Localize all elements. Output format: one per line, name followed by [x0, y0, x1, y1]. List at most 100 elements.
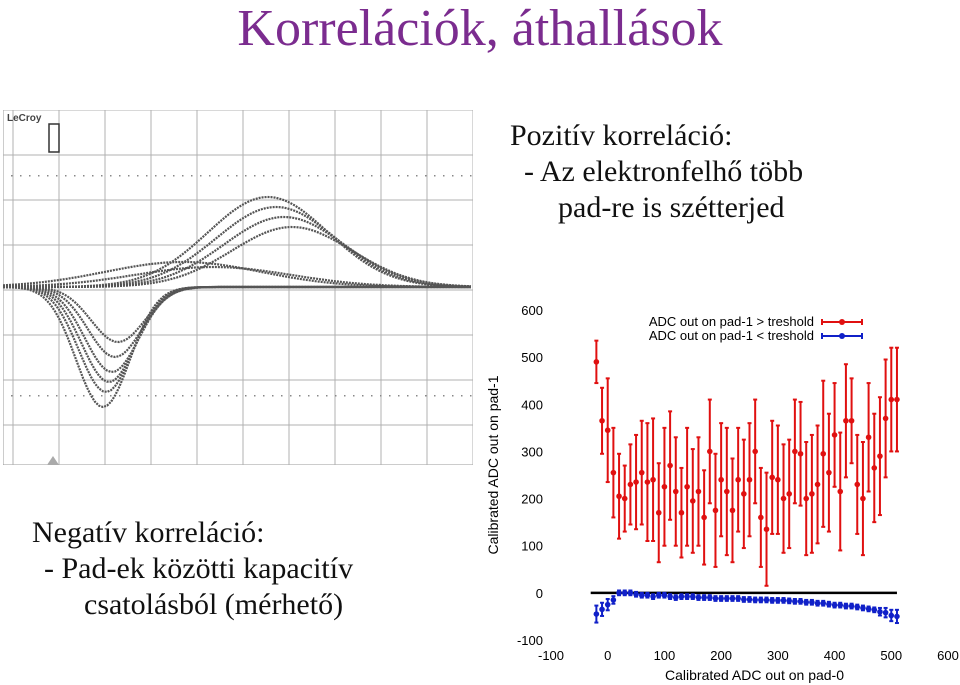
x-tick-label: 200 — [710, 648, 732, 663]
legend-marker — [839, 319, 845, 325]
y-tick-label: 0 — [536, 586, 543, 601]
data-point — [638, 469, 645, 476]
data-point — [843, 417, 849, 424]
positive-heading: Pozitív korreláció: — [510, 119, 733, 152]
y-tick-label: 400 — [521, 397, 543, 412]
series-below-threshold — [593, 589, 900, 625]
data-point — [820, 600, 827, 607]
data-point — [741, 491, 747, 497]
data-point — [695, 594, 702, 601]
data-point — [837, 602, 844, 608]
data-point — [724, 488, 730, 495]
x-tick-label: 500 — [880, 648, 902, 663]
data-point — [763, 526, 770, 533]
data-point — [695, 488, 702, 495]
data-point — [735, 595, 741, 602]
x-tick-label: 0 — [604, 648, 611, 663]
data-point — [814, 481, 821, 488]
data-point — [792, 598, 798, 605]
x-axis-label: Calibrated ADC out on pad-0 — [665, 667, 844, 683]
data-point — [775, 597, 781, 604]
data-point — [837, 488, 844, 495]
data-point — [763, 597, 770, 603]
positive-line-2: pad-re is szétterjed — [558, 191, 785, 224]
data-point — [871, 607, 878, 613]
data-point — [814, 600, 821, 607]
data-point — [792, 448, 798, 455]
data-point — [633, 591, 639, 598]
x-tick-label: 300 — [767, 648, 789, 663]
data-point — [667, 462, 673, 469]
data-point — [752, 448, 758, 455]
data-point — [797, 450, 804, 457]
y-tick-label: 500 — [521, 350, 543, 365]
data-point — [877, 608, 883, 615]
data-point — [882, 415, 889, 422]
data-point — [826, 469, 832, 476]
data-point — [604, 601, 611, 608]
y-tick-label: 100 — [521, 539, 543, 554]
data-point — [633, 479, 639, 485]
data-point — [672, 488, 679, 495]
data-point — [894, 396, 900, 403]
data-point — [672, 594, 679, 601]
data-point — [712, 507, 719, 514]
data-point — [888, 396, 895, 403]
y-tick-label: 600 — [521, 303, 543, 318]
y-axis-label: Calibrated ADC out on pad-1 — [485, 375, 501, 554]
data-point — [678, 509, 685, 516]
x-tick-label: -100 — [538, 648, 564, 663]
data-point — [650, 593, 656, 600]
x-tick-label: 600 — [937, 648, 959, 663]
data-point — [689, 593, 696, 600]
data-point — [865, 434, 872, 441]
data-point — [786, 598, 792, 604]
data-point — [599, 417, 605, 424]
data-point — [746, 476, 753, 483]
data-point — [820, 450, 827, 457]
data-point — [775, 476, 781, 483]
data-point — [882, 609, 889, 616]
negative-line-1: - Pad-ek közötti kapacitív — [44, 552, 354, 585]
data-point — [854, 481, 861, 488]
legend-marker — [839, 333, 845, 339]
data-point — [593, 611, 600, 617]
data-point — [786, 491, 792, 497]
data-point — [627, 481, 634, 488]
series-above-threshold — [593, 339, 900, 587]
data-point — [644, 479, 651, 485]
data-point — [712, 595, 719, 602]
data-point — [684, 483, 690, 490]
data-point — [678, 593, 685, 600]
data-point — [718, 476, 724, 483]
data-point — [644, 592, 651, 599]
positive-line-1: - Az elektronfelhő több — [524, 155, 804, 188]
data-point — [894, 613, 900, 620]
data-point — [627, 590, 634, 596]
data-point — [724, 595, 730, 602]
data-point — [769, 597, 775, 604]
y-tick-label: 200 — [521, 492, 543, 507]
data-point — [854, 604, 861, 610]
x-tick-label: 400 — [824, 648, 846, 663]
data-point — [848, 603, 855, 609]
data-point — [667, 593, 673, 600]
data-point — [860, 495, 866, 502]
data-point — [599, 606, 605, 613]
data-point — [707, 448, 713, 455]
data-point — [780, 597, 787, 604]
x-tick-label: 100 — [654, 648, 676, 663]
data-point — [752, 597, 758, 603]
data-point — [746, 596, 753, 603]
data-point — [661, 592, 668, 599]
data-point — [831, 602, 838, 608]
data-point — [865, 606, 872, 612]
data-point — [655, 509, 662, 516]
slide-title: Korrelációk, áthallások — [237, 0, 723, 57]
negative-heading: Negatív korreláció: — [32, 516, 265, 549]
data-point — [616, 590, 622, 596]
data-point — [701, 514, 707, 521]
data-point — [684, 593, 690, 600]
data-point — [610, 469, 617, 476]
data-point — [871, 465, 878, 471]
